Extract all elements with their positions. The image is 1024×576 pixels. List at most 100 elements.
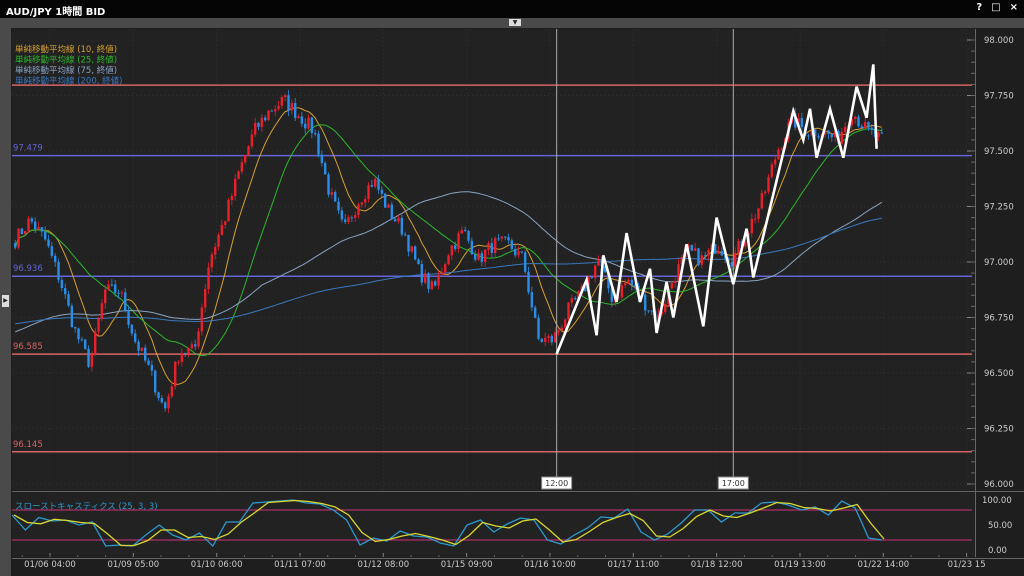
candle: [253, 122, 257, 135]
candle: [267, 110, 270, 121]
candle: [573, 298, 577, 300]
help-icon[interactable]: ?: [976, 2, 983, 13]
x-tick-label: 01/09 05:00: [107, 560, 159, 570]
candle: [703, 255, 707, 257]
candle: [313, 133, 317, 135]
candle: [187, 348, 190, 354]
candle: [213, 247, 217, 255]
candle: [383, 193, 387, 208]
candle: [693, 248, 697, 251]
candle: [720, 250, 724, 256]
candle: [163, 402, 167, 409]
candle: [40, 227, 44, 232]
moving-average-25-line: [14, 124, 882, 357]
candle: [680, 256, 684, 265]
candle: [137, 341, 140, 351]
candle: [123, 292, 127, 312]
candle: [153, 370, 157, 393]
legend-entry: 単純移動平均線 (200, 終値): [15, 76, 122, 87]
candle: [677, 264, 680, 282]
candle: [20, 228, 24, 235]
candle: [320, 154, 324, 164]
title-bar: AUD/JPY 1時間 BID ? □ ×: [0, 0, 1024, 18]
expand-panel-chevron-icon[interactable]: ▶: [2, 295, 9, 307]
zigzag-trendline: [555, 64, 878, 355]
candle: [287, 95, 290, 111]
candle: [170, 386, 174, 397]
candle: [53, 255, 57, 262]
candle: [613, 297, 617, 302]
candle: [537, 317, 540, 339]
candle: [217, 235, 220, 248]
candle: [817, 136, 820, 138]
candle: [593, 265, 597, 279]
candle: [90, 354, 94, 367]
candle: [787, 122, 790, 139]
candle: [357, 204, 360, 216]
candle: [93, 331, 97, 355]
legend-entry: 単純移動平均線 (75, 終値): [15, 65, 117, 76]
candle: [840, 131, 844, 144]
level-label: 97.479: [13, 144, 43, 154]
x-tick-label: 01/10 06:00: [191, 560, 243, 570]
y-tick-label: 96.750: [984, 314, 1014, 324]
candle: [640, 294, 644, 297]
candle: [210, 254, 214, 268]
candle: [43, 231, 47, 240]
candle: [783, 138, 787, 149]
candle: [600, 260, 604, 267]
candle: [443, 264, 447, 273]
candle: [453, 245, 457, 249]
candle: [823, 130, 827, 135]
candle: [457, 233, 460, 249]
candle: [563, 319, 567, 328]
candle: [870, 127, 874, 130]
candle: [397, 217, 400, 222]
main-panel: [12, 29, 975, 490]
level-label: 96.145: [13, 440, 43, 450]
candle: [697, 248, 700, 265]
candle: [467, 230, 470, 241]
collapse-toolbar-chevron-icon[interactable]: ▼: [509, 19, 521, 26]
candle: [753, 218, 757, 220]
candle: [773, 159, 777, 165]
candle: [517, 251, 520, 256]
candle: [657, 314, 660, 321]
x-tick-label: 01/06 04:00: [24, 560, 76, 570]
x-tick-label: 01/11 07:00: [274, 560, 326, 570]
candle: [410, 246, 414, 252]
candle: [470, 240, 474, 255]
y-tick-label: 97.750: [984, 92, 1014, 102]
candle: [713, 243, 717, 254]
candle: [700, 255, 704, 265]
candle: [117, 292, 120, 294]
candle: [420, 264, 424, 283]
candle: [440, 272, 444, 275]
maximize-icon[interactable]: □: [991, 2, 1001, 13]
candle: [570, 298, 574, 303]
candle: [670, 283, 674, 289]
candle: [707, 250, 710, 256]
x-tick-label: 01/22 14:00: [857, 560, 909, 570]
candle: [83, 339, 87, 349]
candle: [200, 307, 204, 332]
close-icon[interactable]: ×: [1009, 2, 1018, 13]
moving-average-10-line: [14, 107, 882, 385]
candle: [47, 239, 50, 247]
y-tick-label: 97.500: [984, 147, 1014, 157]
candle: [643, 294, 647, 311]
candle: [653, 311, 657, 321]
candle: [303, 123, 307, 129]
candle: [113, 284, 117, 293]
candle: [780, 148, 784, 150]
candle: [847, 125, 850, 128]
window-title: AUD/JPY 1時間 BID: [6, 7, 106, 18]
candle: [37, 227, 40, 230]
candle: [627, 279, 630, 283]
y-tick-label: 97.250: [984, 203, 1014, 213]
level-label: 96.585: [13, 342, 43, 352]
candle: [813, 129, 817, 137]
candle: [737, 241, 740, 253]
stochastic-d-line: [13, 499, 885, 547]
